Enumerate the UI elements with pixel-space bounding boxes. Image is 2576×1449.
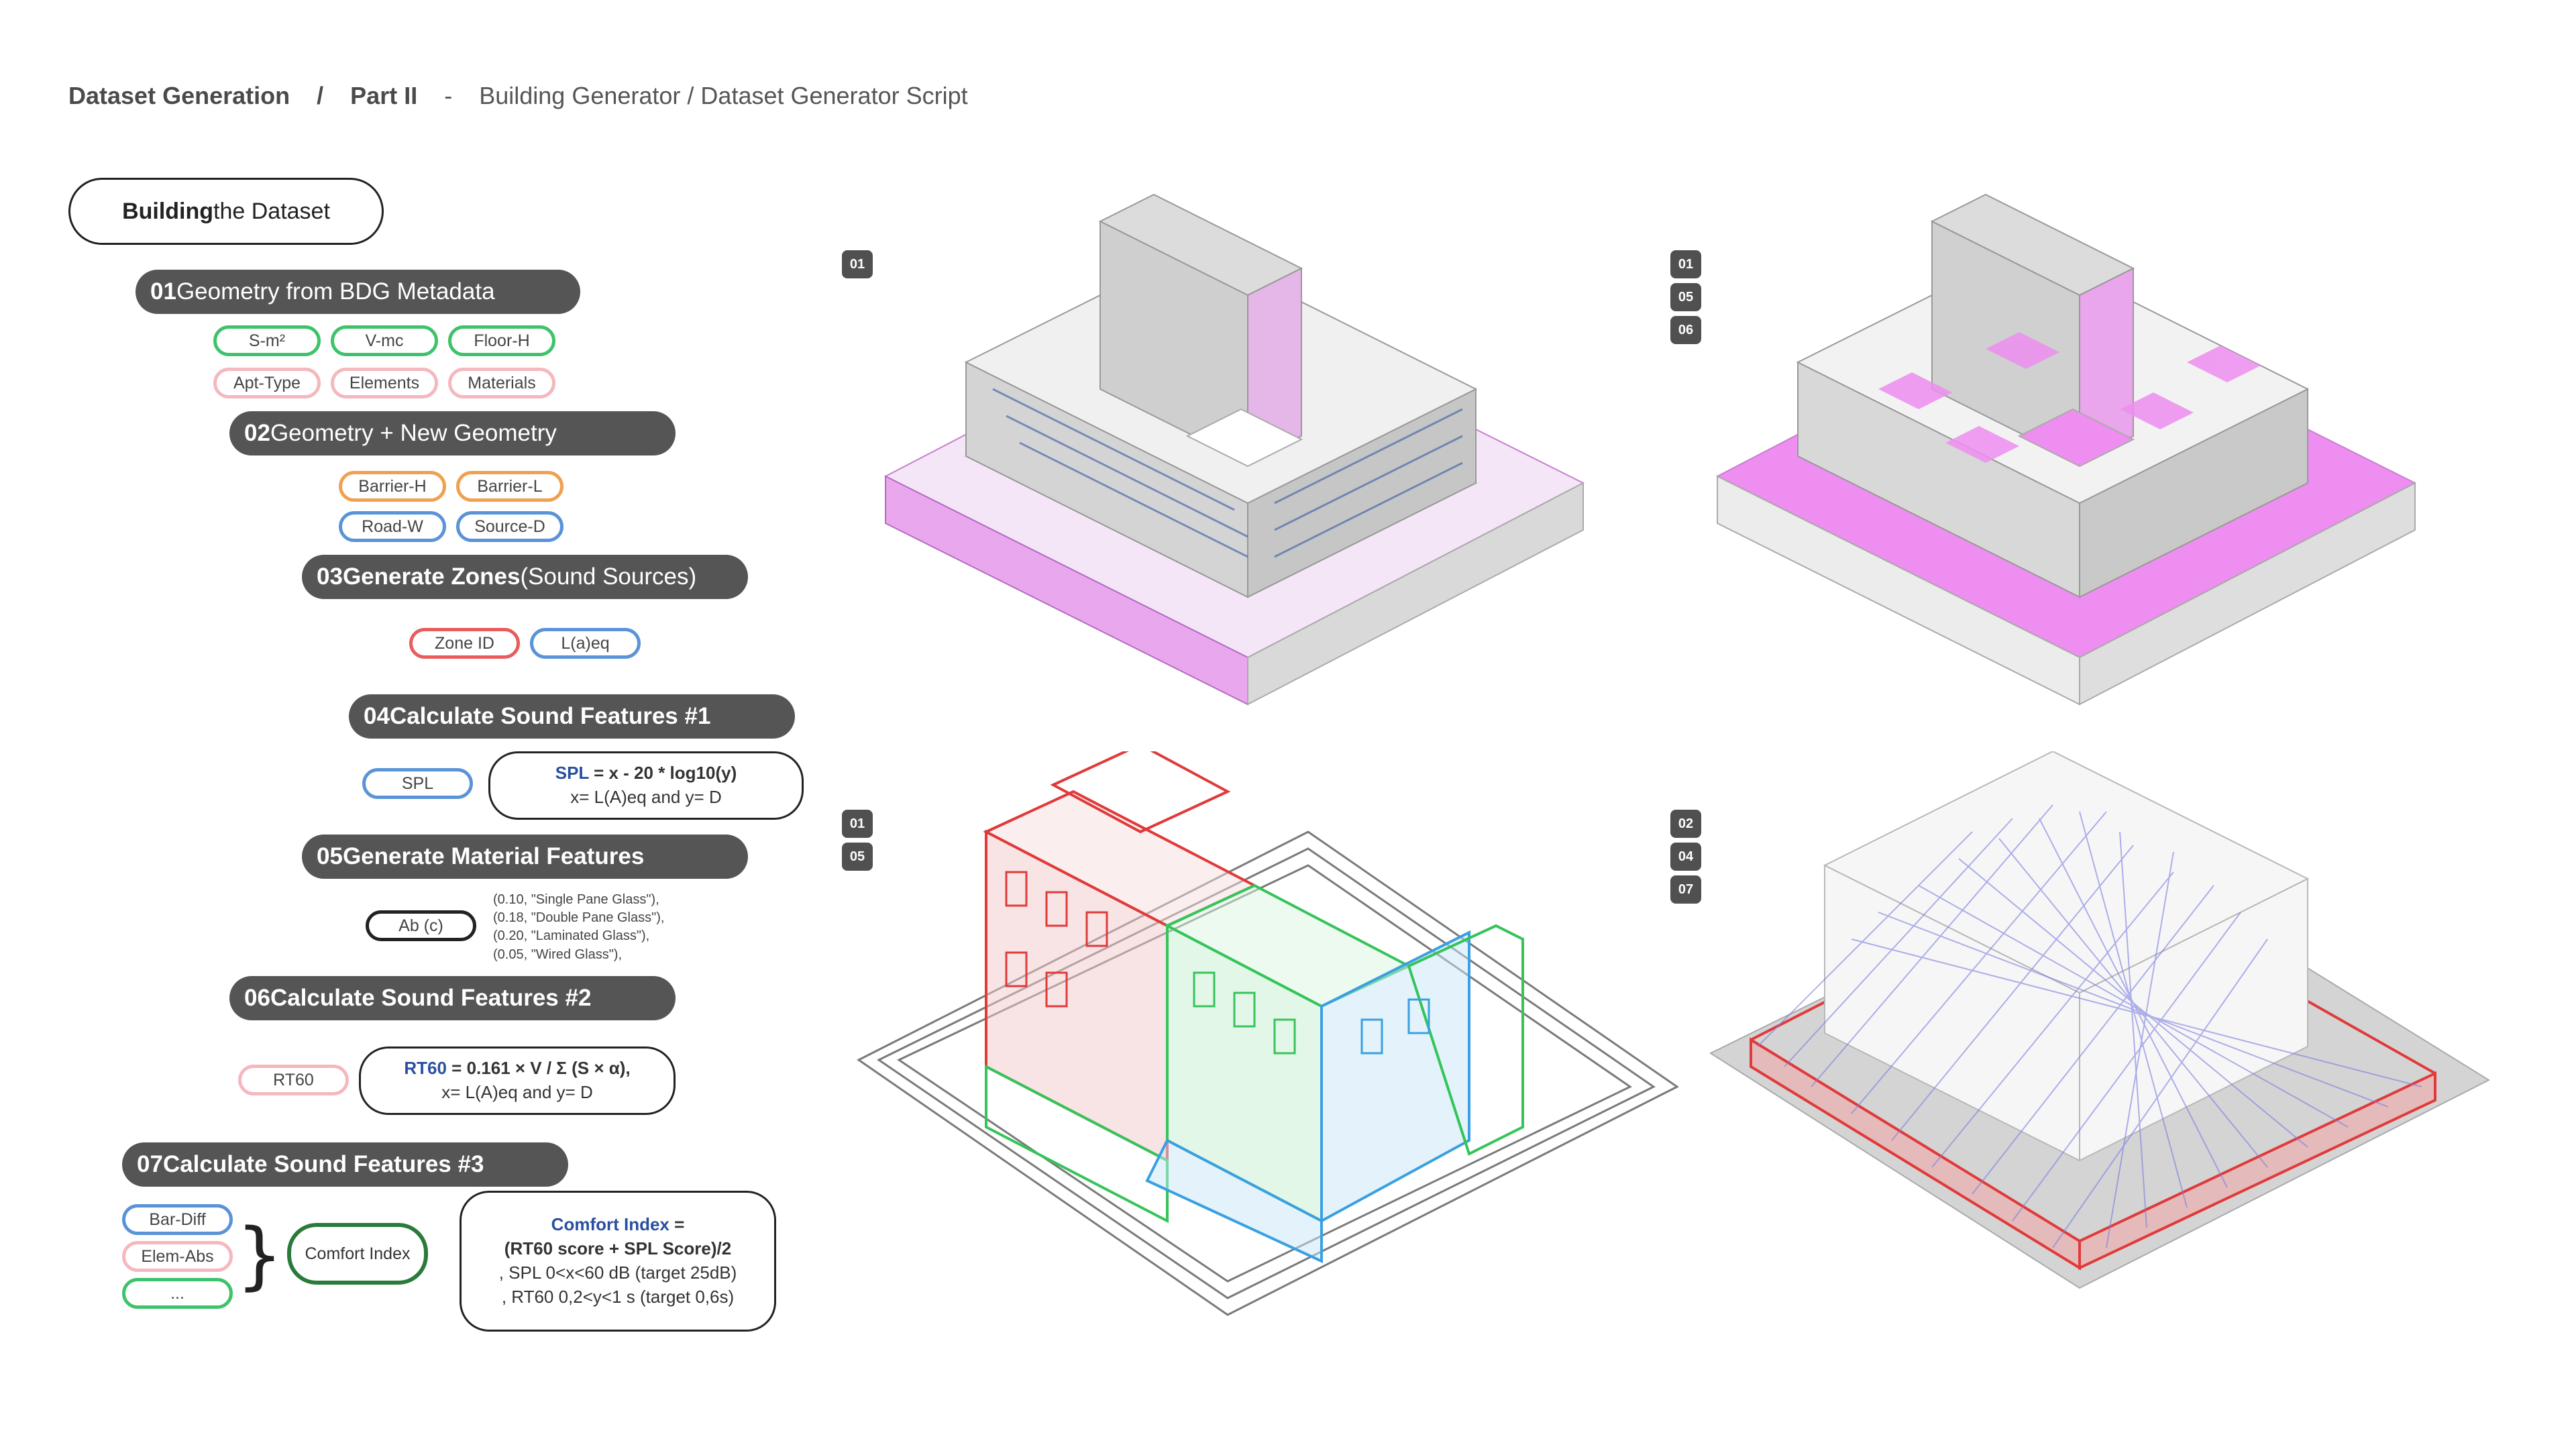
rt60-formula-box: RT60 = 0.161 × V / Σ (S × α), x= L(A)eq … (359, 1046, 676, 1115)
step-05-num: 05 (317, 843, 343, 869)
window-frames (1005, 871, 1430, 1055)
badge-br-07: 07 (1670, 875, 1701, 904)
material-item: (0.18, "Double Pane Glass"), (493, 910, 665, 926)
tag-road-w: Road-W (339, 511, 446, 542)
tag-barrier-l: Barrier-L (456, 471, 564, 502)
step-04: 04 Calculate Sound Features #1 (349, 694, 795, 739)
breadcrumb-section: Dataset Generation (68, 82, 290, 109)
rt60-formula-name: RT60 (404, 1058, 447, 1079)
tag-barrier-h: Barrier-H (339, 471, 446, 502)
badge-tr-05: 05 (1670, 283, 1701, 311)
podium-side (2079, 482, 2416, 706)
spl-formula-name: SPL (555, 763, 589, 784)
tag-rt60: RT60 (238, 1065, 349, 1095)
step-03-num: 03 (317, 564, 343, 590)
building-iso-zones-highlight (1715, 193, 2417, 706)
breadcrumb-subtitle: Building Generator / Dataset Generator S… (479, 82, 968, 109)
step-03-rest: (Sound Sources) (520, 564, 697, 590)
building-iso-zones (883, 193, 1585, 706)
material-item: (0.05, "Wired Glass"), (493, 947, 623, 962)
tag-laeq: L(a)eq (530, 628, 641, 659)
magenta-roof-patches (1878, 332, 2261, 463)
comfort-formula-line2: , SPL 0<x<60 dB (target 25dB) (498, 1263, 737, 1283)
rt60-formula-eq: = 0.161 × V / Σ (S × α), (446, 1058, 631, 1079)
spl-formula-box: SPL = x - 20 * log10(y) x= L(A)eq and y=… (488, 751, 804, 820)
badge-bl-01: 01 (842, 810, 873, 838)
breadcrumb: Dataset Generation / Part II - Building … (68, 82, 968, 110)
cyan-blocks (1145, 924, 1524, 1264)
breadcrumb-dash: - (444, 82, 453, 109)
spl-formula-vars: x= L(A)eq and y= D (570, 787, 722, 807)
step-05-label: Generate Material Features (342, 843, 645, 869)
step-02-num: 02 (244, 420, 270, 446)
breadcrumb-part: Part II (350, 82, 418, 109)
step-07-label: Calculate Sound Features #3 (162, 1151, 484, 1177)
zone-label-grid (992, 388, 1463, 558)
step-01-num: 01 (150, 278, 176, 305)
comfort-formula-line1: (RT60 score + SPL Score)/2 (504, 1238, 732, 1259)
step-06-num: 06 (244, 985, 270, 1011)
tag-ab: Ab (c) (366, 910, 476, 941)
step-03: 03 Generate Zones (Sound Sources) (302, 555, 748, 599)
tag-bar-diff: Bar-Diff (122, 1204, 233, 1235)
material-item: (0.10, "Single Pane Glass"), (493, 892, 659, 907)
step-07: 07 Calculate Sound Features #3 (122, 1142, 568, 1187)
tag-spl: SPL (362, 768, 473, 799)
breadcrumb-slash: / (317, 82, 324, 109)
comfort-index-tag: Comfort Index (287, 1223, 428, 1285)
badge-tr-01: 01 (1670, 250, 1701, 278)
badge-br-04: 04 (1670, 843, 1701, 871)
spl-formula-eq: = x - 20 * log10(y) (588, 763, 737, 784)
rt60-formula-vars: x= L(A)eq and y= D (441, 1082, 593, 1102)
step-03-bold: Generate Zones (342, 564, 521, 590)
tag-elem-abs: Elem-Abs (122, 1241, 233, 1272)
tower-blocks (964, 193, 1478, 598)
brace-icon: } (236, 1212, 283, 1298)
title-rest: the Dataset (213, 198, 330, 224)
step-04-num: 04 (364, 703, 390, 729)
tag-v-mc: V-mc (331, 325, 438, 356)
step-07-num: 07 (137, 1151, 163, 1177)
tag-zone-id: Zone ID (409, 628, 520, 659)
step-02-label: Geometry + New Geometry (270, 420, 557, 446)
badge-tr-06: 06 (1670, 316, 1701, 344)
step-05: 05 Generate Material Features (302, 835, 748, 879)
step-06-label: Calculate Sound Features #2 (270, 985, 592, 1011)
step-01-label: Geometry from BDG Metadata (176, 278, 495, 305)
material-item: (0.20, "Laminated Glass"), (493, 928, 650, 944)
tag-materials: Materials (448, 368, 555, 398)
title-bold: Building (122, 198, 214, 224)
step-04-label: Calculate Sound Features #1 (389, 703, 711, 729)
materials-list: (0.10, "Single Pane Glass"), (0.18, "Dou… (493, 891, 664, 964)
comfort-formula-box: Comfort Index = (RT60 score + SPL Score)… (460, 1191, 776, 1332)
comfort-formula-line3: , RT60 0,2<y<1 s (target 0,6s) (501, 1286, 735, 1307)
step-01: 01 Geometry from BDG Metadata (136, 270, 580, 314)
building-wireframe-materials (857, 751, 1679, 1316)
tag-source-d: Source-D (456, 511, 564, 542)
badge-tl-01: 01 (842, 250, 873, 278)
tag-elements: Elements (331, 368, 438, 398)
tag-floor-h: Floor-H (448, 325, 555, 356)
building-sound-rays (1709, 751, 2491, 1289)
comfort-formula-name: Comfort Index (551, 1214, 669, 1235)
badge-bl-05: 05 (842, 843, 873, 871)
sound-rays (1757, 804, 2422, 1248)
tag-more: ... (122, 1278, 233, 1309)
tag-s-m2: S-m² (213, 325, 321, 356)
step-06: 06 Calculate Sound Features #2 (229, 976, 676, 1020)
tag-apt-type: Apt-Type (213, 368, 321, 398)
comfort-formula-eq: = (669, 1214, 685, 1235)
title-pill: Building the Dataset (68, 178, 384, 245)
step-02: 02 Geometry + New Geometry (229, 411, 676, 455)
badge-br-02: 02 (1670, 810, 1701, 838)
